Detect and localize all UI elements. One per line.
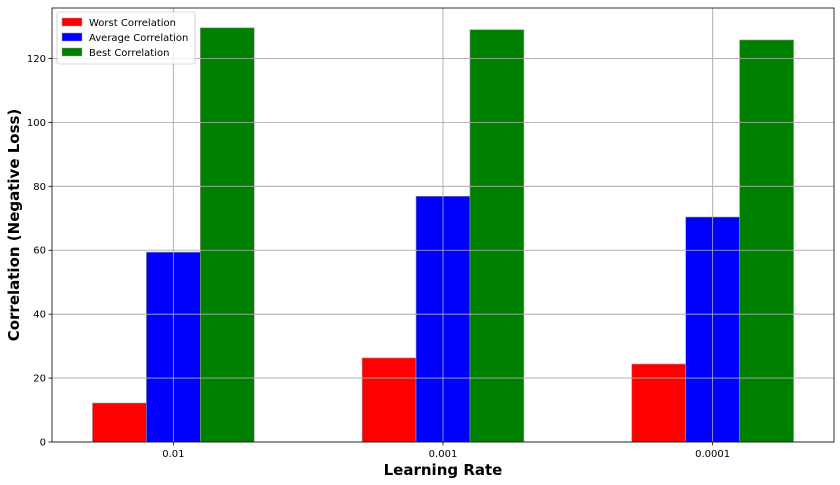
- legend-swatch: [61, 17, 83, 27]
- y-tick-label: 60: [33, 246, 46, 257]
- y-axis-ticks: 0 20 40 60 80 100 120: [27, 54, 52, 449]
- x-axis-ticks: 0.01 0.001 0.0001: [162, 442, 730, 460]
- bars: [92, 27, 794, 443]
- y-tick-label: 80: [33, 182, 46, 193]
- bar-best-correlation: [200, 27, 255, 443]
- y-tick-label: 120: [27, 54, 46, 65]
- legend-swatch: [61, 47, 83, 57]
- legend-swatch: [61, 32, 83, 42]
- x-tick-label: 0.001: [429, 449, 458, 460]
- x-tick-label: 0.0001: [695, 449, 730, 460]
- bar-worst-correlation: [361, 357, 417, 443]
- y-axis-label: Correlation (Negative Loss): [5, 109, 23, 342]
- bar-best-correlation: [739, 39, 794, 443]
- legend-box: [56, 11, 196, 65]
- x-axis-label: Learning Rate: [384, 461, 503, 479]
- bar-worst-correlation: [92, 402, 147, 443]
- bar-best-correlation: [469, 29, 525, 443]
- legend-label: Best Correlation: [89, 48, 169, 59]
- y-tick-label: 40: [33, 310, 46, 321]
- legend-label: Average Correlation: [89, 33, 188, 44]
- legend-label: Worst Correlation: [89, 18, 176, 29]
- y-tick-label: 20: [33, 374, 46, 385]
- x-tick-label: 0.01: [162, 449, 184, 460]
- bar-worst-correlation: [631, 363, 686, 443]
- y-tick-label: 0: [40, 438, 46, 449]
- legend: Worst Correlation Average Correlation Best…: [56, 11, 196, 65]
- y-tick-label: 100: [27, 118, 46, 129]
